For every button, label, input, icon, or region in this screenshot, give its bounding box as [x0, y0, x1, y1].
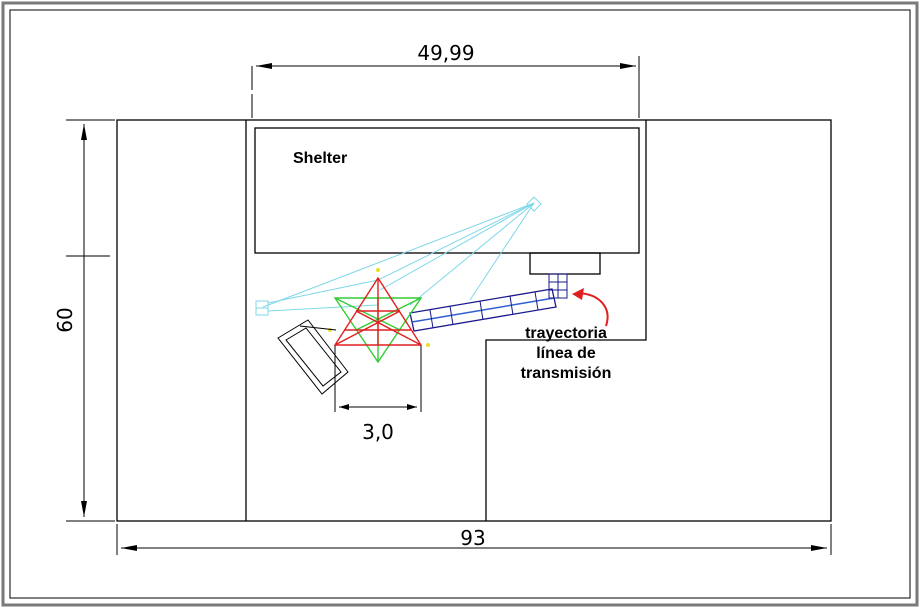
drawing-inner-frame: [9, 9, 911, 599]
shelter-box: [254, 127, 640, 254]
dimension-lines: [66, 56, 832, 555]
path-label-line1: trayectoria: [525, 325, 607, 342]
dim-left-label: 60: [53, 307, 77, 332]
shelter-label: Shelter: [293, 150, 347, 167]
path-label-line3: transmisión: [521, 365, 612, 382]
dim-top-label: 49,99: [417, 41, 474, 65]
tower-red: [333, 276, 423, 346]
antenna-box: [277, 319, 349, 395]
dim-bottom-label: 93: [460, 526, 485, 550]
transmission-path-arrow: [572, 288, 609, 327]
dimension-arrows: [81, 63, 827, 551]
dim-antenna-base-label: 3,0: [362, 420, 394, 444]
tower-markers: [328, 268, 430, 347]
site-outline: [116, 119, 832, 522]
path-label-line2: línea de: [536, 345, 596, 362]
cable-tray: [409, 273, 568, 332]
